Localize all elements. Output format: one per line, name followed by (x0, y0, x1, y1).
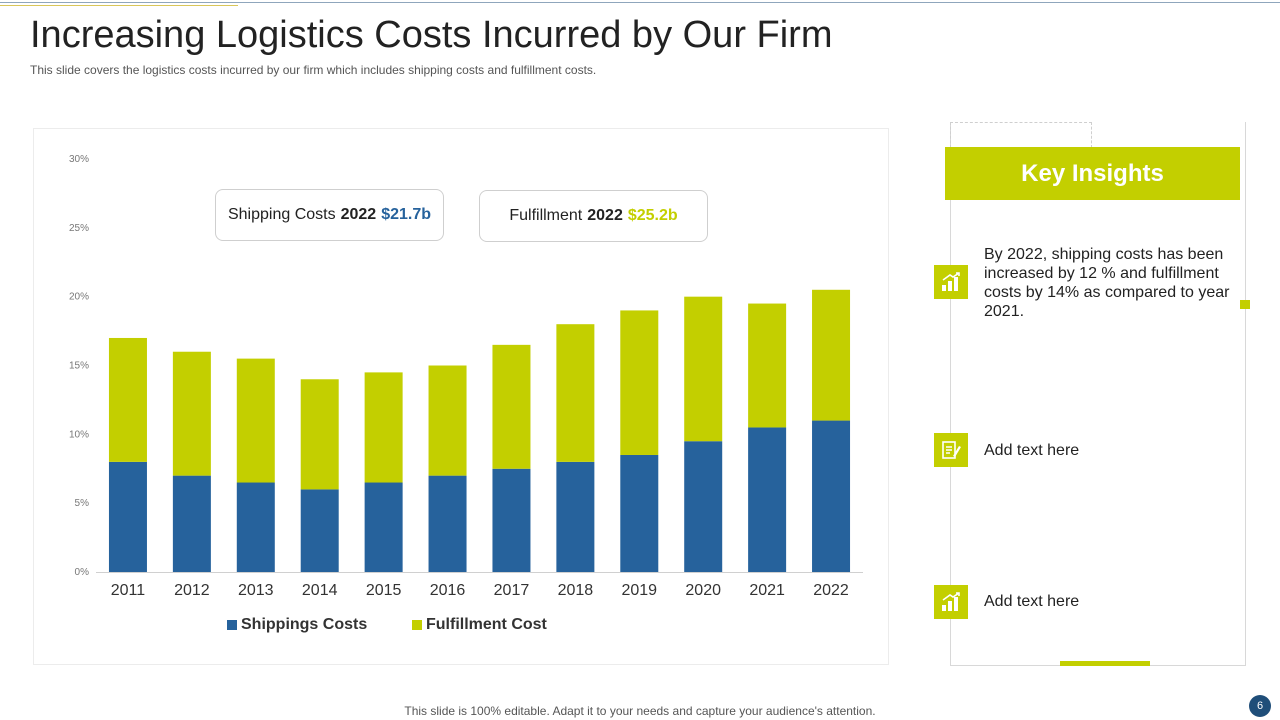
accent-dot (1240, 300, 1250, 309)
bar-fulfillment (684, 296, 723, 442)
legend-shipping-swatch (227, 620, 237, 630)
x-tick-label: 2016 (430, 582, 466, 599)
bar-fulfillment (172, 351, 211, 476)
x-tick-label: 2019 (621, 582, 657, 599)
y-tick-label: 15% (69, 361, 89, 372)
legend-fulfillment: Fulfillment Cost (412, 616, 547, 634)
bar-shipping (364, 482, 403, 572)
fulfillment-callout: Fulfillment 2022 $25.2b (479, 190, 708, 242)
x-tick-label: 2022 (813, 582, 849, 599)
bar-shipping (492, 468, 531, 572)
shipping-callout-label: Shipping Costs (227, 206, 336, 223)
legend-fulfillment-label: Fulfillment Cost (426, 616, 547, 633)
bar-shipping (428, 475, 467, 572)
bar-shipping (812, 420, 851, 572)
y-tick-label: 25% (69, 223, 89, 234)
x-tick-label: 2011 (111, 582, 146, 599)
legend-shipping-label: Shippings Costs (241, 616, 368, 633)
bar-fulfillment (748, 303, 787, 428)
bar-shipping (556, 461, 595, 572)
page-title: Increasing Logistics Costs Incurred by O… (30, 14, 833, 56)
y-tick-label: 0% (75, 567, 90, 578)
bar-fulfillment (236, 358, 275, 483)
y-tick-label: 20% (69, 292, 89, 303)
insight-text-2: Add text here (984, 442, 1080, 459)
insights-panel (950, 122, 1246, 666)
x-tick-label: 2018 (558, 582, 594, 599)
x-tick-label: 2017 (494, 582, 530, 599)
fulfillment-callout-year: 2022 (587, 207, 623, 224)
top-accent-line (0, 5, 238, 6)
shipping-callout: Shipping Costs 2022 $21.7b (215, 189, 444, 241)
bar-shipping (172, 475, 211, 572)
shipping-callout-year: 2022 (340, 206, 377, 223)
bar-chart-growth-icon (934, 585, 968, 619)
x-tick-label: 2013 (238, 582, 274, 599)
insight-text-1: By 2022, shipping costs has been increas… (984, 246, 1230, 320)
bar-fulfillment (364, 372, 403, 483)
document-edit-icon (934, 433, 968, 467)
bar-shipping (300, 489, 339, 572)
bar-shipping (684, 441, 723, 572)
insights-panel-tab (950, 122, 1092, 148)
bar-fulfillment (492, 344, 531, 469)
bar-fulfillment (620, 310, 659, 455)
page-subtitle: This slide covers the logistics costs in… (30, 63, 597, 77)
x-tick-label: 2021 (749, 582, 785, 599)
top-rule (0, 2, 1280, 3)
legend-fulfillment-swatch (412, 620, 422, 630)
footer-note: This slide is 100% editable. Adapt it to… (404, 704, 876, 718)
y-tick-label: 10% (69, 429, 89, 440)
bar-fulfillment (812, 289, 851, 421)
fulfillment-callout-label: Fulfillment (509, 207, 583, 224)
accent-bar (1060, 661, 1150, 666)
bar-shipping (108, 461, 147, 572)
insight-text-3: Add text here (984, 593, 1080, 610)
shipping-callout-value: $21.7b (381, 206, 432, 223)
insights-header: Key Insights (945, 147, 1240, 200)
fulfillment-callout-value: $25.2b (627, 207, 678, 224)
x-tick-label: 2020 (685, 582, 721, 599)
x-tick-label: 2014 (302, 582, 338, 599)
x-tick-label: 2015 (366, 582, 402, 599)
page-number-badge: 6 (1249, 695, 1271, 717)
bar-chart-growth-icon (934, 265, 968, 299)
bar-fulfillment (556, 324, 595, 462)
bar-shipping (236, 482, 275, 572)
legend-shipping: Shippings Costs (227, 616, 367, 634)
bar-fulfillment (428, 365, 467, 476)
stacked-bar-chart: 0% 5% 10% 15% 20% 25% 30% 2011 2012 2013 2014 2015 2… (69, 154, 863, 599)
y-tick-label: 5% (75, 498, 90, 509)
bar-shipping (620, 454, 659, 572)
bar-fulfillment (300, 379, 339, 490)
y-tick-label: 30% (69, 154, 89, 165)
bar-shipping (748, 427, 787, 572)
chart-panel: 0% 5% 10% 15% 20% 25% 30% 2011 2012 2013 2014 2015 2… (33, 128, 889, 665)
bar-fulfillment (108, 337, 147, 462)
x-tick-label: 2012 (174, 582, 210, 599)
